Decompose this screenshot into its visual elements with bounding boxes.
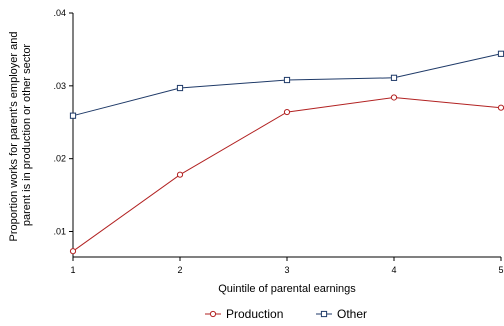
x-axis-ticks: 1 2 3 4 5	[70, 257, 504, 275]
x-tick-label: 5	[498, 265, 503, 275]
legend: Production Other	[205, 307, 367, 321]
series-layer	[69, 50, 504, 255]
data-point-production	[69, 248, 77, 255]
legend-label-production: Production	[226, 307, 283, 321]
data-point-other	[497, 50, 504, 57]
y-axis-title-line-1: Proportion works for parent's employer a…	[8, 32, 20, 242]
data-point-other	[390, 74, 398, 81]
data-point-production	[390, 94, 398, 101]
series-line-production	[72, 96, 502, 252]
data-point-production	[283, 108, 291, 116]
y-axis-ticks: .01 .02 .03 .04	[53, 8, 73, 237]
data-point-other	[69, 112, 77, 119]
x-axis-title: Quintile of parental earnings	[218, 283, 356, 295]
y-tick-label: .04	[53, 8, 66, 18]
y-tick-label: .02	[53, 154, 66, 164]
data-point-other	[283, 76, 291, 84]
axes	[72, 13, 501, 258]
x-tick-label: 2	[177, 265, 182, 275]
y-axis-title-line-2: parent is in production or other sector	[21, 44, 33, 227]
series-line-other	[72, 53, 502, 117]
x-tick-label: 3	[284, 265, 289, 275]
y-axis-title: Proportion works for parent's employer a…	[8, 28, 33, 241]
legend-marker-other	[320, 310, 328, 318]
data-point-production	[176, 171, 184, 178]
legend-item-production: Production	[205, 307, 283, 321]
data-point-other	[176, 84, 184, 92]
data-point-production	[497, 104, 504, 111]
y-tick-label: .03	[53, 81, 66, 91]
y-tick-label: .01	[53, 227, 66, 237]
x-tick-label: 4	[391, 265, 396, 275]
legend-label-other: Other	[337, 307, 367, 321]
legend-item-other: Other	[316, 307, 367, 321]
legend-marker-production	[209, 310, 217, 318]
x-tick-label: 1	[70, 265, 75, 275]
